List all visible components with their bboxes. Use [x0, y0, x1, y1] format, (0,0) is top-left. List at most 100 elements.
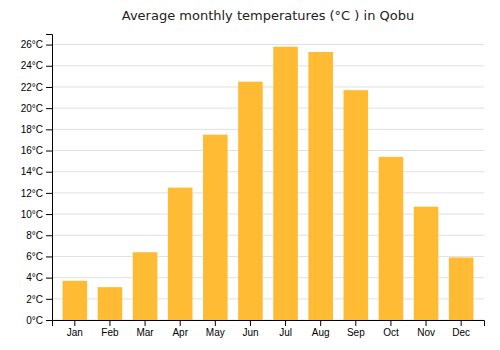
y-tick-label: 2°C: [26, 294, 43, 305]
y-tick-mark: [46, 214, 52, 215]
x-tick-mark: [74, 320, 75, 326]
x-tick-label: Mar: [136, 327, 154, 338]
y-tick: 0°C: [26, 315, 52, 326]
title: Average monthly temperatures (°C ) in Qo…: [122, 8, 414, 23]
x-tick-label: Oct: [383, 327, 399, 338]
y-tick-mark: [46, 66, 52, 67]
bar: [273, 47, 298, 320]
y-tick-label: 8°C: [26, 230, 43, 241]
bar: [168, 188, 193, 320]
x-tick-label: May: [206, 327, 225, 338]
grid-line: [52, 171, 484, 172]
grid-line: [52, 129, 484, 130]
chart: 0°C 2°C 4°C 6°C 8°C 10°C 12°C 14°C 16°C 18°C 20°C 2…: [0, 0, 500, 350]
y-tick-label: 6°C: [26, 251, 43, 262]
y-tick: 4°C: [26, 272, 52, 283]
y-tick-mark: [46, 108, 52, 109]
bar: [308, 52, 333, 320]
grid-line: [52, 44, 484, 45]
grid-line: [52, 86, 484, 87]
y-tick-mark: [46, 193, 52, 194]
x-tick: Dec: [452, 320, 470, 338]
y-tick: 16°C: [21, 145, 52, 156]
x-tick-mark: [320, 320, 321, 326]
x-tick: Jul: [279, 320, 292, 338]
x-tick-mark: [250, 320, 251, 326]
y-tick-label: 4°C: [26, 272, 43, 283]
y-tick: 18°C: [21, 124, 52, 135]
y-tick-label: 14°C: [21, 166, 43, 177]
y-tick-mark: [46, 235, 52, 236]
y-tick-label: 12°C: [21, 188, 43, 199]
x-tick-label: Feb: [101, 327, 119, 338]
y-tick: 20°C: [21, 103, 52, 114]
grid-line: [52, 150, 484, 151]
y-tick-label: 20°C: [21, 103, 43, 114]
bar: [98, 287, 123, 320]
bar: [133, 252, 158, 320]
x-tick-label: Aug: [312, 327, 330, 338]
y-tick-label: 22°C: [21, 82, 43, 93]
x-axis-line: [53, 321, 485, 327]
x-tick: Jan: [67, 320, 83, 338]
grid-line: [52, 192, 484, 193]
y-tick-label: 16°C: [21, 145, 43, 156]
y-axis: 0°C 2°C 4°C 6°C 8°C 10°C 12°C 14°C 16°C 18°C 20°C 2…: [21, 35, 53, 326]
x-tick-label: Apr: [172, 327, 188, 338]
y-tick-label: 18°C: [21, 124, 43, 135]
grid-line: [52, 65, 484, 66]
y-axis-line: [46, 35, 53, 321]
y-tick-mark: [46, 172, 52, 173]
x-tick: Nov: [417, 320, 435, 338]
x-tick-mark: [390, 320, 391, 326]
x-axis: Jan Feb Mar Apr May Jun Jul Aug Sep Oct Nov Dec: [53, 320, 485, 338]
x-tick-mark: [461, 320, 462, 326]
x-tick-mark: [285, 320, 286, 326]
x-tick-mark: [145, 320, 146, 326]
x-tick: Feb: [101, 320, 119, 338]
x-tick-label: Jan: [67, 327, 83, 338]
plot-area: 0°C 2°C 4°C 6°C 8°C 10°C 12°C 14°C 16°C 18°C 20°C 2…: [21, 35, 485, 339]
y-tick: 2°C: [26, 294, 52, 305]
x-tick-mark: [355, 320, 356, 326]
y-tick-mark: [46, 320, 52, 321]
x-tick-label: Dec: [452, 327, 470, 338]
y-tick-mark: [46, 129, 52, 130]
bars: [63, 47, 474, 320]
x-tick-mark: [215, 320, 216, 326]
grid-line: [52, 108, 484, 109]
y-tick: 26°C: [21, 39, 52, 50]
y-tick: 8°C: [26, 230, 52, 241]
x-tick: Mar: [136, 320, 154, 338]
x-tick: Sep: [347, 320, 365, 338]
y-tick: 22°C: [21, 82, 52, 93]
bar: [344, 90, 369, 320]
x-tick: Oct: [383, 320, 399, 338]
bar: [63, 281, 88, 320]
x-tick-mark: [180, 320, 181, 326]
x-tick: Jun: [242, 320, 258, 338]
bar: [203, 135, 228, 320]
bar: [379, 157, 404, 320]
y-tick: 12°C: [21, 188, 52, 199]
y-tick-mark: [46, 151, 52, 152]
y-tick-label: 26°C: [21, 39, 43, 50]
bar: [414, 207, 439, 320]
y-tick-label: 10°C: [21, 209, 43, 220]
x-tick-mark: [109, 320, 110, 326]
y-tick-mark: [46, 256, 52, 257]
bar: [238, 82, 263, 320]
y-tick-mark: [46, 45, 52, 46]
grid: [52, 45, 484, 320]
x-tick-mark: [426, 320, 427, 326]
y-tick-label: 24°C: [21, 60, 43, 71]
x-tick-label: Jul: [279, 327, 292, 338]
y-tick: 14°C: [21, 166, 52, 177]
x-tick: Apr: [172, 320, 188, 338]
y-tick: 24°C: [21, 60, 52, 71]
y-tick-label: 0°C: [26, 315, 43, 326]
x-tick-label: Nov: [417, 327, 435, 338]
x-tick-label: Jun: [242, 327, 258, 338]
y-tick: 6°C: [26, 251, 52, 262]
y-tick-mark: [46, 278, 52, 279]
